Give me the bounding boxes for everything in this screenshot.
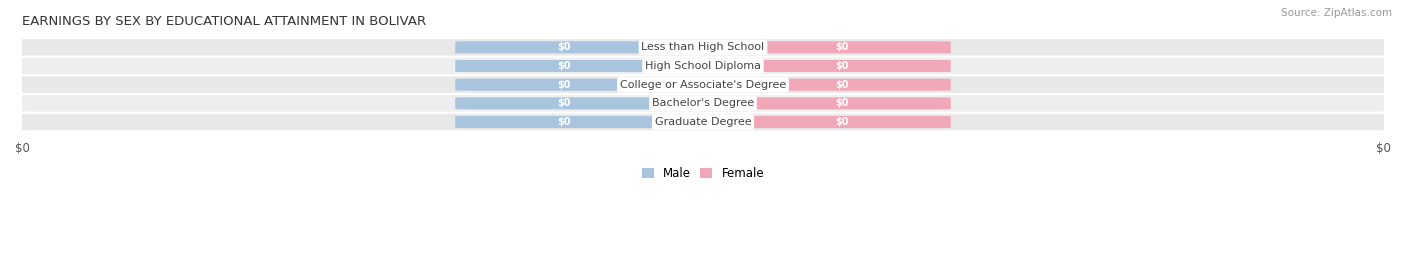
- Text: $0: $0: [557, 61, 571, 71]
- Text: High School Diploma: High School Diploma: [645, 61, 761, 71]
- Text: College or Associate's Degree: College or Associate's Degree: [620, 80, 786, 90]
- FancyBboxPatch shape: [15, 58, 1391, 74]
- Text: $0: $0: [835, 61, 849, 71]
- Text: $0: $0: [557, 80, 571, 90]
- FancyBboxPatch shape: [15, 114, 1391, 130]
- FancyBboxPatch shape: [456, 116, 720, 128]
- Text: $0: $0: [835, 98, 849, 108]
- FancyBboxPatch shape: [15, 39, 1391, 56]
- FancyBboxPatch shape: [686, 97, 950, 109]
- Text: $0: $0: [835, 80, 849, 90]
- Text: Source: ZipAtlas.com: Source: ZipAtlas.com: [1281, 8, 1392, 18]
- FancyBboxPatch shape: [15, 95, 1391, 112]
- FancyBboxPatch shape: [456, 79, 720, 91]
- FancyBboxPatch shape: [456, 41, 720, 53]
- FancyBboxPatch shape: [15, 76, 1391, 93]
- Text: Graduate Degree: Graduate Degree: [655, 117, 751, 127]
- FancyBboxPatch shape: [686, 60, 950, 72]
- FancyBboxPatch shape: [456, 97, 720, 109]
- Text: EARNINGS BY SEX BY EDUCATIONAL ATTAINMENT IN BOLIVAR: EARNINGS BY SEX BY EDUCATIONAL ATTAINMEN…: [22, 15, 426, 28]
- Text: $0: $0: [557, 42, 571, 52]
- Text: $0: $0: [557, 117, 571, 127]
- FancyBboxPatch shape: [686, 79, 950, 91]
- Text: Bachelor's Degree: Bachelor's Degree: [652, 98, 754, 108]
- FancyBboxPatch shape: [686, 116, 950, 128]
- FancyBboxPatch shape: [686, 41, 950, 53]
- Legend: Male, Female: Male, Female: [638, 164, 768, 183]
- Text: $0: $0: [835, 42, 849, 52]
- Text: $0: $0: [835, 117, 849, 127]
- Text: Less than High School: Less than High School: [641, 42, 765, 52]
- Text: $0: $0: [557, 98, 571, 108]
- FancyBboxPatch shape: [456, 60, 720, 72]
